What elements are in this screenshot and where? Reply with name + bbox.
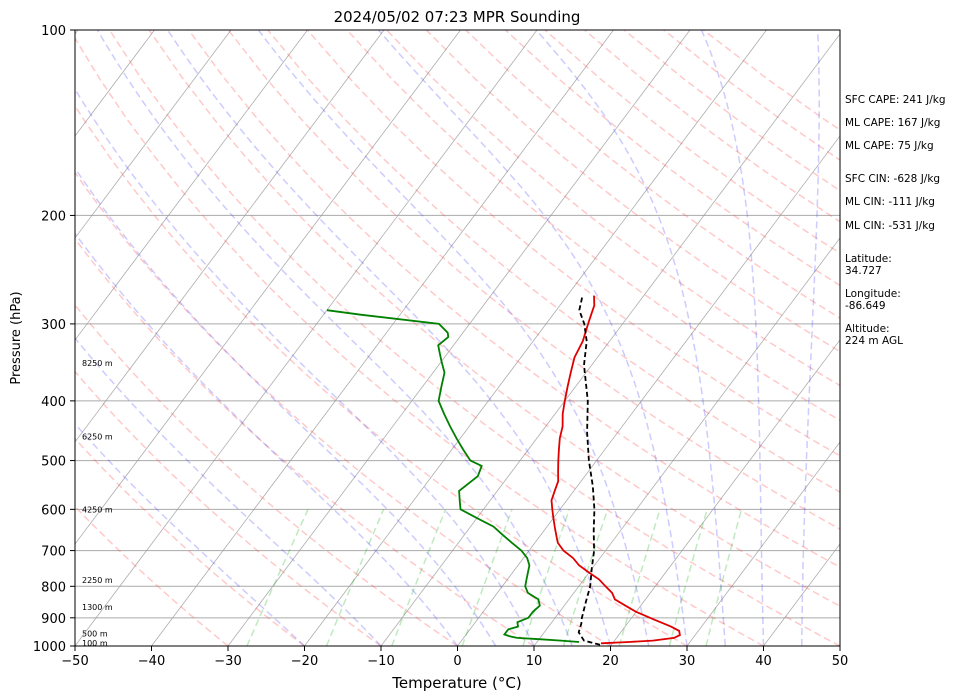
- plot-background: [75, 30, 840, 646]
- mixing-ratio-line: [705, 509, 743, 646]
- mixing-ratio-line: [522, 509, 571, 646]
- y-tick-label: 600: [41, 503, 66, 518]
- isotherm-line: [75, 30, 155, 137]
- isotherm-line: [75, 30, 308, 341]
- x-axis-ticks: −50 −40 −30 −20 −10 0 10 20 30 40 50: [61, 646, 848, 669]
- y-tick-label: 900: [41, 612, 66, 627]
- longitude-value: -86.649: [845, 300, 886, 312]
- background-lines: [0, 30, 840, 646]
- y-tick-label: 100: [41, 24, 66, 39]
- isotherm-line: [533, 237, 840, 646]
- altitude-value: 224 m AGL: [845, 335, 903, 347]
- ml-cape-text: ML CAPE: 75 J/kg: [845, 140, 934, 152]
- x-tick-label: 0: [453, 654, 461, 669]
- moist-adiabat-line: [167, 30, 612, 646]
- sfc-cape-text: SFC CAPE: 241 J/kg: [845, 94, 946, 106]
- isotherm-line: [686, 441, 840, 646]
- moist-adiabat-line: [75, 232, 459, 646]
- x-tick-label: −20: [291, 654, 318, 669]
- y-tick-label: 400: [41, 395, 66, 410]
- longitude-label: Longitude:: [845, 288, 901, 300]
- ml-cin-text: ML CIN: -531 J/kg: [845, 220, 935, 232]
- y-tick-label: 800: [41, 580, 66, 595]
- isotherm-line: [304, 30, 767, 646]
- x-axis-label: Temperature (°C): [391, 674, 521, 692]
- dry-adiabat-line: [267, 30, 840, 493]
- height-label: 100 m: [82, 639, 108, 648]
- moist-adiabat-line: [377, 30, 688, 646]
- mixing-ratio-line: [461, 509, 513, 646]
- isotherm-line: [151, 30, 614, 646]
- dry-adiabat-line: [75, 104, 688, 646]
- dry-adiabat-line: [227, 30, 840, 531]
- y-axis-ticks: 100 200 300 400 500 600 700 800 900 1000: [33, 24, 75, 655]
- height-label: 500 m: [82, 630, 108, 639]
- mixing-ratio-line: [668, 509, 708, 646]
- isotherm-line: [610, 339, 840, 646]
- isotherm-line: [380, 33, 840, 646]
- height-label: 2250 m: [82, 576, 113, 585]
- parcel-profile-line: [577, 295, 601, 646]
- x-tick-label: −50: [61, 654, 88, 669]
- dry-adiabat-line: [188, 30, 840, 569]
- y-tick-label: 700: [41, 545, 66, 560]
- dry-adiabat-line: [108, 30, 840, 646]
- moist-adiabat-line: [96, 30, 573, 646]
- ml-cin-text: ML CIN: -111 J/kg: [845, 196, 935, 208]
- y-tick-label: 200: [41, 209, 66, 224]
- x-tick-label: 40: [755, 654, 772, 669]
- x-tick-label: −10: [367, 654, 394, 669]
- dewpoint-profile-line: [326, 309, 580, 643]
- dry-adiabat-line: [148, 30, 840, 607]
- mixing-ratio-line: [562, 509, 609, 646]
- moist-adiabat-line: [75, 337, 382, 646]
- dry-adiabat-line: [75, 370, 382, 646]
- isotherm-line: [75, 30, 385, 443]
- isotherm-line: [227, 30, 691, 646]
- y-tick-label: 500: [41, 455, 66, 470]
- mixing-ratio-line: [391, 509, 447, 646]
- sfc-cin-text: SFC CIN: -628 J/kg: [845, 173, 940, 185]
- moist-adiabat-line: [700, 30, 765, 646]
- ml-cape-text: ML CAPE: 167 J/kg: [845, 117, 940, 129]
- chart-title: 2024/05/02 07:23 MPR Sounding: [334, 8, 581, 26]
- y-axis-label: Pressure (hPa): [9, 291, 24, 384]
- x-tick-label: −40: [138, 654, 165, 669]
- data-series: [326, 295, 681, 646]
- x-tick-label: 20: [602, 654, 619, 669]
- x-tick-label: 30: [679, 654, 696, 669]
- info-panel: SFC CAPE: 241 J/kg ML CAPE: 167 J/kg ML …: [845, 94, 946, 347]
- isotherm-line: [0, 30, 2, 646]
- isotherm-line: [75, 30, 538, 646]
- x-tick-label: −30: [214, 654, 241, 669]
- x-tick-label: 50: [832, 654, 849, 669]
- moist-adiabat-line: [257, 30, 650, 646]
- y-tick-label: 300: [41, 318, 66, 333]
- y-tick-label: 1000: [33, 640, 66, 655]
- moist-adiabat-line: [75, 422, 306, 646]
- moist-adiabat-line: [801, 30, 820, 646]
- moist-adiabat-line: [535, 30, 727, 646]
- mixing-ratio-line: [618, 509, 661, 646]
- altitude-label: Altitude:: [845, 323, 890, 335]
- height-label: 6250 m: [82, 433, 113, 442]
- moist-adiabat-line: [75, 87, 535, 646]
- latitude-label: Latitude:: [845, 253, 892, 265]
- height-label: 4250 m: [82, 505, 113, 514]
- dry-adiabat-line: [75, 505, 229, 646]
- latitude-value: 34.727: [845, 265, 882, 277]
- dry-adiabat-line: [75, 36, 764, 646]
- isotherm-line: [457, 135, 840, 646]
- temperature-profile-line: [550, 295, 681, 645]
- height-label: 8250 m: [82, 359, 113, 368]
- dry-adiabat-line: [75, 171, 611, 646]
- isotherm-line: [75, 30, 232, 239]
- dry-adiabat-line: [75, 237, 535, 646]
- dry-adiabat-line: [75, 437, 305, 646]
- height-label: 1300 m: [82, 603, 113, 612]
- x-tick-label: 10: [526, 654, 543, 669]
